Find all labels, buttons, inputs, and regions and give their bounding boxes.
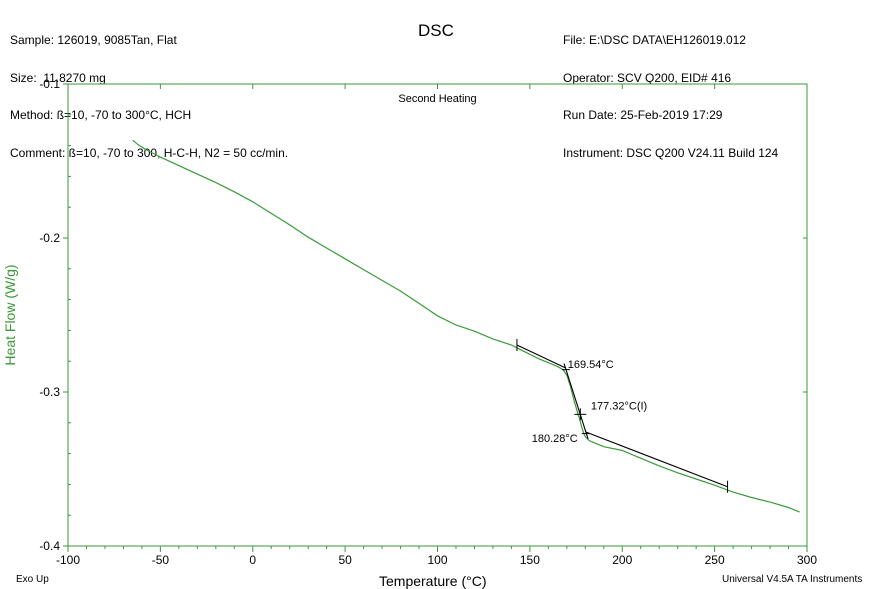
plot-axes: -100 -50 0 50 100 150 200 250 300 -0.4 -0.3 -0.2 -0.… bbox=[39, 77, 817, 567]
x-tick-label: -100 bbox=[56, 553, 80, 567]
y-tick-label: -0.3 bbox=[39, 385, 60, 399]
x-tick-label: -50 bbox=[152, 553, 170, 567]
chart-title: DSC bbox=[418, 21, 454, 40]
run-info: File: E:\DSC DATA\EH126019.012 Operator:… bbox=[563, 9, 778, 172]
run-date-line: Run Date: 25-Feb-2019 17:29 bbox=[563, 108, 723, 122]
instrument-line: Instrument: DSC Q200 V24.11 Build 124 bbox=[563, 145, 779, 160]
y-tick-label: -0.2 bbox=[39, 231, 60, 245]
sample-line: Sample: 126019, 9085Tan, Flat bbox=[10, 33, 177, 47]
x-tick-label: 300 bbox=[797, 553, 817, 567]
y-tick-label: -0.4 bbox=[39, 539, 60, 553]
file-line: File: E:\DSC DATA\EH126019.012 bbox=[563, 33, 746, 47]
annotation-label: 180.28°C bbox=[532, 433, 578, 445]
sample-info: Sample: 126019, 9085Tan, Flat Size: 11.8… bbox=[10, 9, 288, 172]
size-line: Size: 11.8270 mg bbox=[10, 70, 106, 85]
x-axis-label: Temperature (°C) bbox=[379, 573, 487, 589]
x-tick-label: 0 bbox=[249, 553, 256, 567]
chart-subtitle: Second Heating bbox=[398, 93, 476, 105]
curve-layer bbox=[132, 139, 800, 513]
inflection-tangent-line bbox=[563, 363, 589, 440]
analysis-layer: 169.54°C 177.32°C(I) 180.28°C bbox=[516, 339, 729, 493]
x-tick-label: 50 bbox=[338, 553, 352, 567]
heat-flow-curve bbox=[132, 139, 800, 513]
comment-line: Comment: ß=10, -70 to 300, H-C-H, N2 = 5… bbox=[10, 145, 289, 160]
y-axis-label: Heat Flow (W/g) bbox=[2, 264, 18, 365]
exo-up-label: Exo Up bbox=[16, 574, 49, 585]
x-tick-label: 100 bbox=[427, 553, 447, 567]
x-tick-label: 150 bbox=[520, 553, 540, 567]
x-tick-label: 250 bbox=[705, 553, 725, 567]
plot-frame bbox=[67, 83, 808, 547]
x-tick-label: 200 bbox=[612, 553, 632, 567]
y-tick-label: -0.1 bbox=[39, 77, 60, 91]
baseline-before-line bbox=[516, 344, 567, 369]
method-line: Method: ß=10, -70 to 300°C, HCH bbox=[10, 108, 192, 122]
operator-line: Operator: SCV Q200, EID# 416 bbox=[563, 70, 732, 85]
annotation-label: 169.54°C bbox=[568, 359, 614, 371]
annotation-label: 177.32°C(I) bbox=[591, 401, 647, 413]
software-label: Universal V4.5A TA Instruments bbox=[722, 574, 863, 585]
baseline-after-line bbox=[585, 431, 728, 488]
